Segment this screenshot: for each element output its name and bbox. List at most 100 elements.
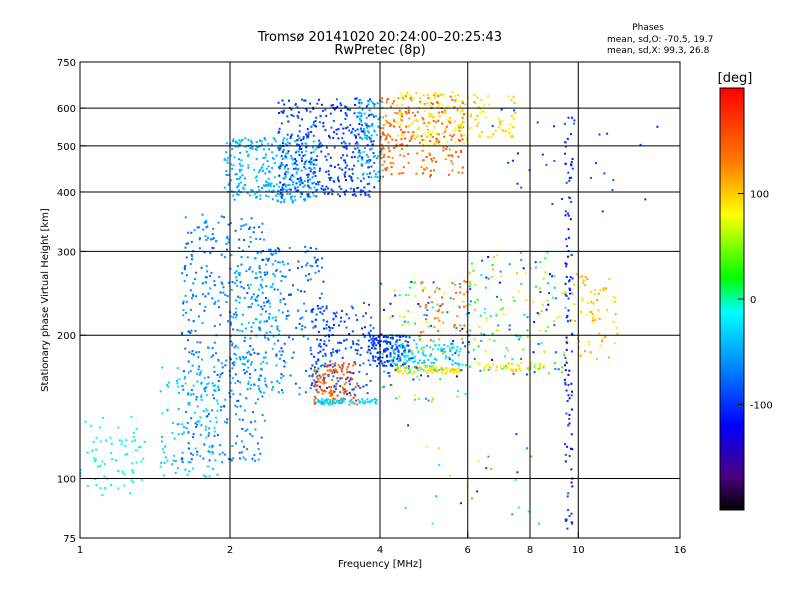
data-point — [315, 259, 318, 262]
data-point — [304, 161, 307, 163]
data-point — [516, 182, 519, 185]
data-point — [284, 173, 287, 176]
data-point — [442, 292, 445, 295]
data-point — [218, 389, 220, 392]
data-point — [250, 326, 253, 329]
data-point — [603, 289, 606, 292]
data-point — [456, 362, 459, 365]
data-point — [278, 330, 281, 332]
data-point — [456, 315, 459, 318]
data-point — [561, 371, 563, 374]
data-point — [211, 409, 213, 412]
data-point — [508, 324, 511, 327]
data-point — [273, 176, 276, 179]
data-point — [389, 316, 392, 319]
data-point — [238, 162, 241, 165]
data-point — [571, 522, 574, 525]
data-point — [508, 127, 511, 130]
data-point — [534, 261, 537, 264]
data-point — [496, 295, 499, 298]
data-point — [207, 292, 210, 295]
data-point — [267, 257, 270, 260]
data-point — [339, 398, 342, 401]
data-point — [500, 308, 503, 311]
data-point — [389, 336, 392, 339]
data-point — [344, 127, 347, 130]
data-point — [408, 139, 411, 142]
data-point — [238, 139, 241, 142]
data-point — [404, 340, 407, 343]
data-point — [368, 172, 371, 175]
data-point — [247, 382, 250, 385]
data-point — [316, 375, 319, 378]
data-point — [351, 168, 354, 171]
data-point — [101, 494, 104, 497]
data-point — [345, 189, 348, 192]
data-point — [473, 358, 476, 360]
data-point — [224, 420, 227, 423]
data-point — [301, 159, 303, 162]
data-point — [253, 351, 256, 354]
data-point — [321, 392, 324, 395]
data-point — [236, 435, 239, 438]
data-point — [372, 102, 374, 105]
data-point — [268, 148, 271, 151]
data-point — [357, 343, 360, 346]
data-point — [472, 348, 475, 351]
data-point — [361, 156, 364, 159]
data-point — [296, 114, 299, 117]
data-point — [172, 421, 175, 424]
data-point — [271, 388, 274, 391]
data-point — [344, 105, 347, 108]
data-point — [511, 125, 514, 128]
data-point — [421, 288, 424, 291]
data-point — [460, 123, 463, 125]
data-point — [186, 421, 189, 424]
data-point — [380, 149, 383, 152]
data-point — [449, 346, 452, 349]
data-point — [448, 148, 451, 151]
data-point — [454, 95, 456, 98]
data-point — [204, 475, 207, 478]
data-point — [265, 285, 268, 288]
data-point — [188, 447, 190, 450]
data-point — [231, 344, 234, 347]
data-point — [243, 363, 246, 366]
data-point — [258, 327, 261, 330]
data-point — [380, 282, 383, 285]
data-point — [317, 146, 320, 149]
data-point — [299, 317, 302, 320]
data-point — [268, 171, 271, 174]
data-point — [325, 305, 328, 308]
data-point — [452, 371, 455, 374]
data-point — [455, 370, 458, 373]
data-point — [553, 286, 556, 289]
data-point — [358, 401, 361, 404]
data-point — [254, 176, 257, 179]
data-point — [401, 143, 404, 146]
data-point — [443, 112, 446, 115]
data-point — [277, 101, 280, 104]
data-point — [215, 239, 218, 242]
data-point — [373, 186, 376, 189]
data-point — [394, 369, 397, 371]
data-point — [391, 156, 394, 159]
data-point — [455, 348, 458, 351]
data-point — [332, 397, 335, 400]
data-point — [567, 309, 570, 312]
data-point — [256, 299, 259, 302]
data-point — [249, 147, 252, 150]
data-point — [413, 134, 416, 137]
data-point — [326, 369, 329, 372]
data-point — [304, 251, 307, 254]
data-point — [99, 440, 102, 443]
data-point — [408, 372, 411, 374]
data-point — [596, 299, 599, 302]
data-point — [397, 349, 400, 352]
data-point — [400, 138, 403, 140]
data-point — [457, 94, 459, 96]
data-point — [316, 155, 319, 158]
data-point — [190, 241, 193, 243]
data-point — [220, 362, 223, 365]
data-point — [534, 367, 537, 370]
